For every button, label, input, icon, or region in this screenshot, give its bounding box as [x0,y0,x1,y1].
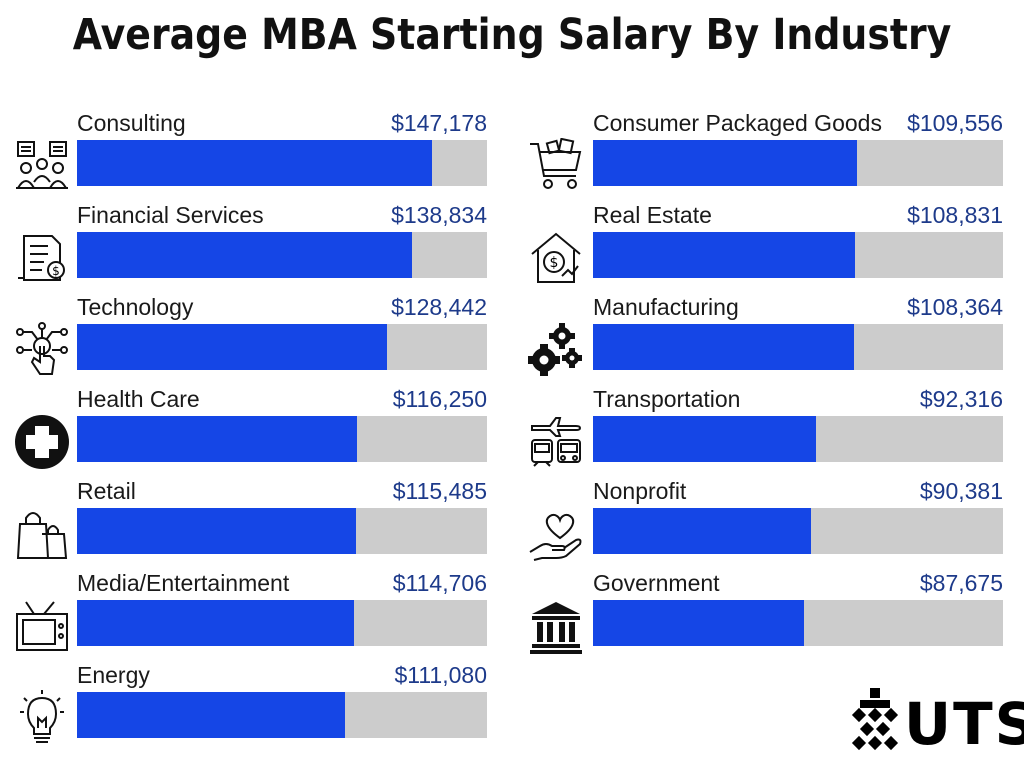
shopping-bags-icon [14,506,70,562]
bar-track [77,600,487,646]
category-label: Real Estate [593,202,712,228]
government-building-icon [528,598,584,654]
value-label: $109,556 [907,110,1003,136]
svg-text:$: $ [550,255,559,271]
bar-track [77,140,487,186]
bar-retail [77,508,356,554]
bar-track [77,324,487,370]
category-label: Consumer Packaged Goods [593,110,882,136]
value-label: $108,831 [907,202,1003,228]
value-label: $108,364 [907,294,1003,320]
transport-vehicles-icon [528,414,584,470]
consulting-meeting-icon [14,138,70,194]
bar-track [77,416,487,462]
category-label: Technology [77,294,194,320]
value-label: $116,250 [392,386,487,412]
bar-consulting [77,140,432,186]
bar-government [593,600,804,646]
bar-track [77,692,487,738]
bar-track [593,416,1003,462]
bar-row-manufacturing: Manufacturing $108,364 [528,294,1003,376]
bar-row-consulting: Consulting $147,178 [14,110,487,190]
bar-health-care [77,416,357,462]
category-label: Nonprofit [593,478,687,504]
bar-row-technology: Technology $128,442 [14,294,487,375]
bar-transportation [593,416,816,462]
bar-track [593,508,1003,554]
bar-row-transportation: Transportation $92,316 [528,386,1003,467]
bar-real-estate [593,232,855,278]
bar-technology [77,324,387,370]
value-label: $138,834 [391,202,487,228]
value-label: $147,178 [391,110,487,136]
bar-nonprofit [593,508,811,554]
category-label: Energy [77,662,150,688]
category-label: Consulting [77,110,186,136]
television-icon [14,598,70,654]
bar-track [77,508,487,554]
value-label: $90,381 [919,478,1003,504]
house-dollar-icon: $ [528,230,584,286]
bar-row-financial-services: $ Financial Services $138,834 [14,202,487,282]
bar-track [593,232,1003,278]
bar-consumer-packaged-goods [593,140,857,186]
value-label: $115,485 [392,478,487,504]
value-label: $111,080 [394,662,487,688]
shopping-cart-icon [528,138,584,194]
category-label: Retail [77,478,136,504]
value-label: $92,316 [919,386,1003,412]
bar-row-real-estate: $ Real Estate $108,831 [528,202,1003,283]
category-label: Transportation [593,386,741,412]
bar-media-entertainment [77,600,354,646]
category-label: Financial Services [77,202,264,228]
value-label: $114,706 [392,570,487,596]
uts-logo: UTS [850,688,1024,758]
bar-track [593,140,1003,186]
lightbulb-icon [14,690,70,746]
financial-document-icon: $ [14,230,70,286]
bar-track [77,232,487,278]
bar-row-nonprofit: Nonprofit $90,381 [528,478,1003,561]
category-label: Health Care [77,386,200,412]
bar-row-energy: Energy $111,080 [14,662,487,743]
bar-financial-services [77,232,412,278]
page-title: Average MBA Starting Salary By Industry [72,10,952,60]
touch-circuit-icon [14,322,70,378]
bar-row-media-entertainment: Media/Entertainment $114,706 [14,570,487,651]
bar-row-government: Government $87,675 [528,570,1003,654]
bar-track [593,600,1003,646]
gears-icon [528,322,584,378]
bar-energy [77,692,345,738]
category-label: Government [593,570,720,596]
value-label: $87,675 [919,570,1003,596]
medical-cross-icon [14,414,70,470]
heart-hand-icon [528,506,584,562]
bar-row-health-care: Health Care $116,250 [14,386,487,469]
value-label: $128,442 [391,294,487,320]
category-label: Media/Entertainment [77,570,290,596]
svg-text:$: $ [52,264,60,278]
logo-text: UTS [904,690,1024,758]
bar-row-retail: Retail $115,485 [14,478,487,559]
bar-manufacturing [593,324,854,370]
bar-track [593,324,1003,370]
uts-emblem-icon [851,688,899,751]
category-label: Manufacturing [593,294,739,320]
bar-row-consumer-packaged-goods: Consumer Packaged Goods $109,556 [528,110,1003,190]
